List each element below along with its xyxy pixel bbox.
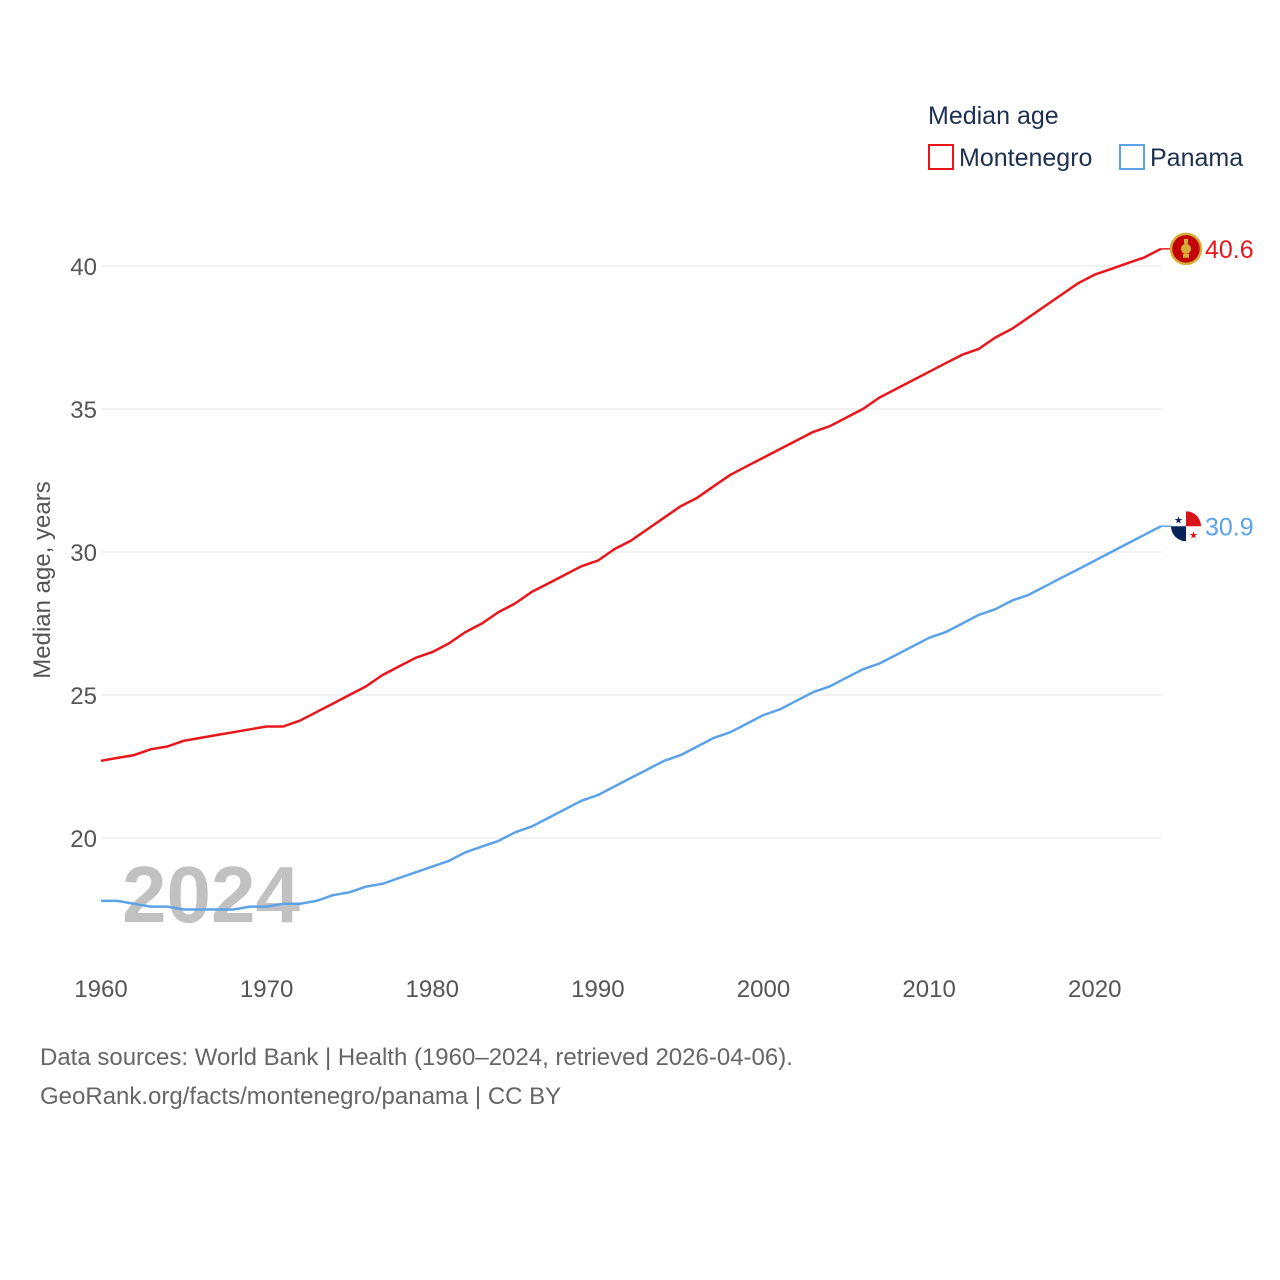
legend-item-montenegro[interactable]: Montenegro [928, 144, 1092, 172]
x-tick-label: 2000 [737, 976, 790, 1003]
y-tick-label: 30 [70, 540, 97, 567]
panama-flag-icon: ★ ★ [1171, 511, 1201, 542]
y-tick-label: 20 [70, 826, 97, 853]
legend-title: Median age [928, 102, 1059, 130]
end-label-montenegro: 40.6 [1205, 236, 1254, 264]
legend: Median age Montenegro Panama [928, 102, 1243, 172]
x-tick-label: 1970 [240, 976, 293, 1003]
y-axis-label: Median age, years [29, 481, 56, 678]
x-tick-label: 2010 [902, 976, 955, 1003]
x-axis-ticks: 1960 1970 1980 1990 2000 2010 2020 [74, 976, 1121, 1003]
x-tick-label: 1960 [74, 976, 127, 1003]
x-tick-label: 2020 [1068, 976, 1121, 1003]
year-watermark: 2024 [122, 850, 300, 939]
series-line-panama[interactable] [101, 525, 1162, 911]
y-axis-ticks: 20 25 30 35 40 [70, 254, 97, 853]
grid-lines [101, 265, 1161, 839]
y-tick-label: 40 [70, 254, 97, 281]
legend-item-panama[interactable]: Panama [1119, 144, 1243, 172]
montenegro-flag-icon [1169, 232, 1203, 266]
legend-label-panama: Panama [1150, 144, 1243, 172]
svg-text:★: ★ [1189, 530, 1198, 541]
x-tick-label: 1980 [406, 976, 459, 1003]
series-lines [100, 247, 1186, 911]
y-tick-label: 35 [70, 397, 97, 424]
legend-swatch-panama [1119, 144, 1145, 170]
footer-sources: Data sources: World Bank | Health (1960–… [40, 1044, 793, 1071]
x-tick-label: 1990 [571, 976, 624, 1003]
end-label-panama: 30.9 [1205, 513, 1254, 541]
y-tick-label: 25 [70, 683, 97, 710]
legend-swatch-montenegro [928, 144, 954, 170]
footer-attribution[interactable]: GeoRank.org/facts/montenegro/panama | CC… [40, 1083, 562, 1110]
svg-text:★: ★ [1174, 515, 1183, 526]
series-line-montenegro[interactable] [100, 247, 1162, 763]
legend-label-montenegro: Montenegro [959, 144, 1092, 172]
